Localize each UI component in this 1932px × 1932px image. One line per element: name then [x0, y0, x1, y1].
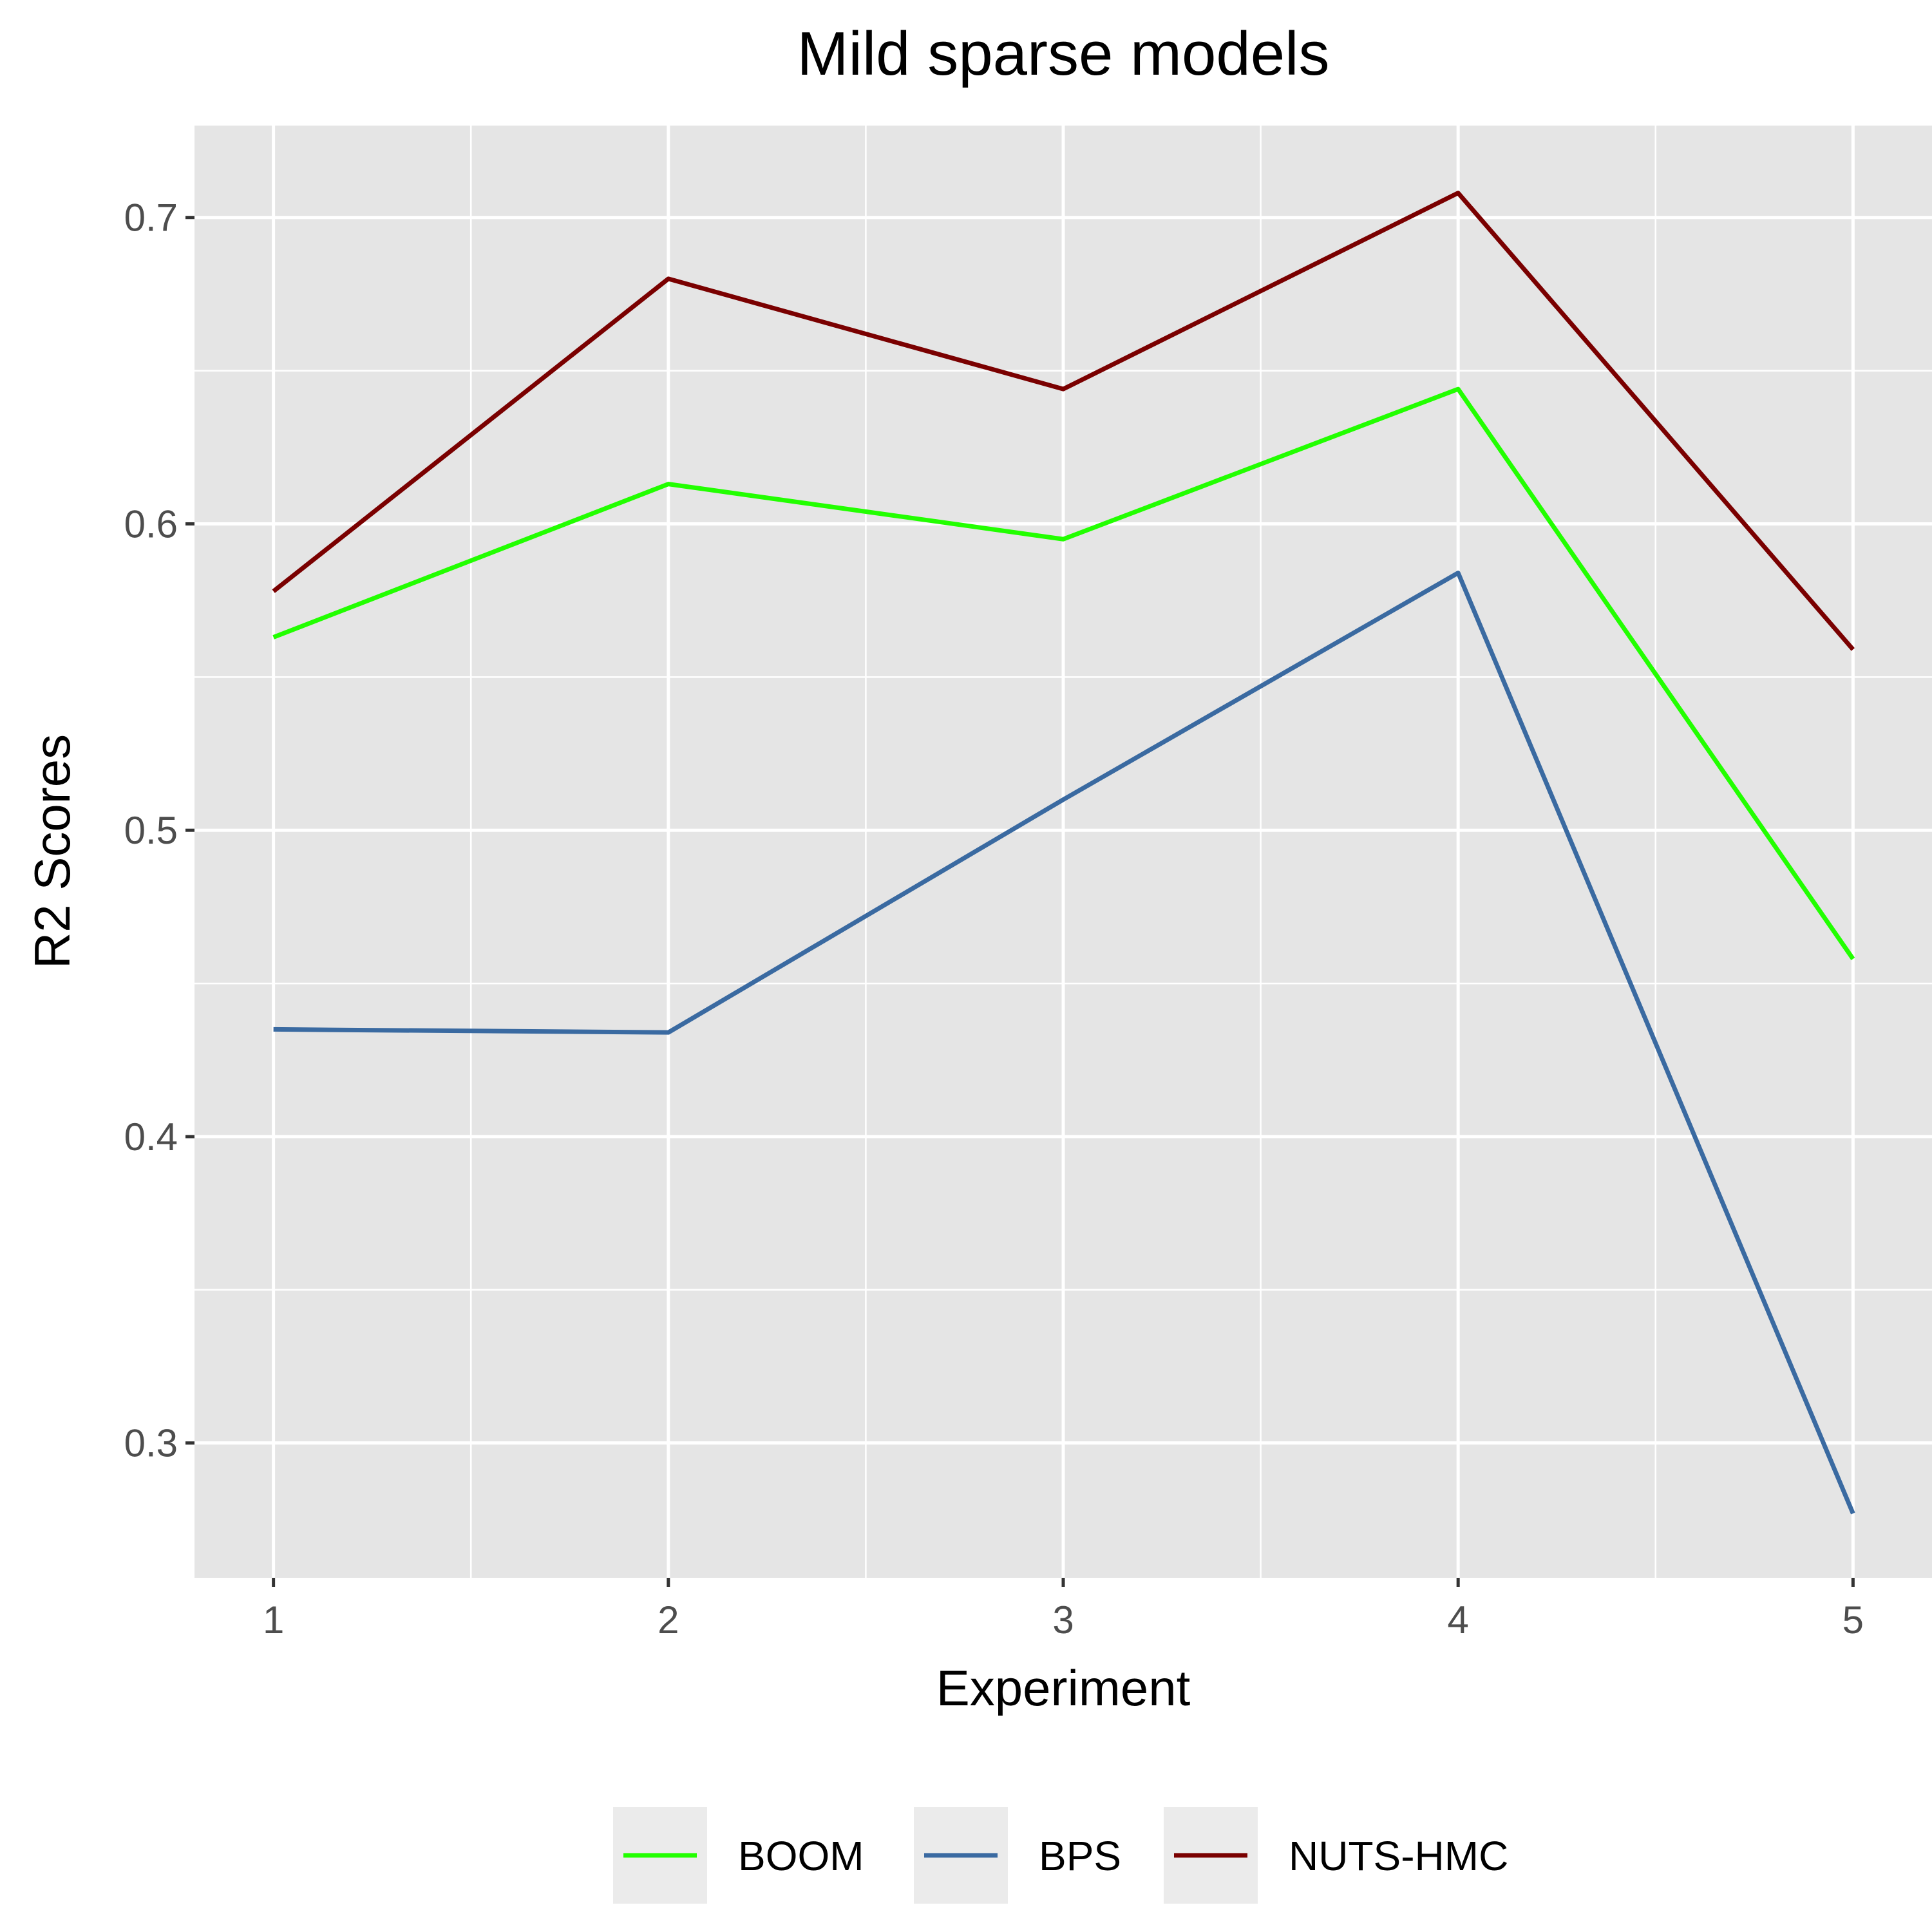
x-axis: 1 2 3 4 5 [263, 1578, 1864, 1642]
y-tick-label: 0.4 [124, 1115, 178, 1159]
y-tick-label: 0.3 [124, 1422, 178, 1465]
x-tick-label: 4 [1447, 1598, 1468, 1642]
major-gridlines [194, 126, 1932, 1578]
series-line-bps [273, 571, 1855, 1515]
legend-label: BOOM [738, 1833, 864, 1879]
y-tick-label: 0.5 [124, 809, 178, 852]
legend: BOOM BPS NUTS-HMC [613, 1807, 1508, 1904]
y-axis: 0.3 0.4 0.5 0.6 0.7 [124, 196, 194, 1465]
series-line-boom [272, 386, 1855, 961]
legend-label: NUTS-HMC [1289, 1833, 1508, 1879]
chart-title: Mild sparse models [797, 19, 1330, 88]
series-lines [272, 191, 1855, 1515]
x-tick-label: 1 [263, 1598, 284, 1642]
x-axis-title: Experiment [936, 1660, 1191, 1716]
x-tick-label: 2 [658, 1598, 679, 1642]
series-line-nuts-hmc [272, 191, 1855, 651]
y-axis-title: R2 Scores [24, 734, 80, 969]
y-tick-label: 0.7 [124, 196, 178, 240]
y-tick-label: 0.6 [124, 502, 178, 545]
legend-label: BPS [1039, 1833, 1121, 1879]
x-tick-label: 5 [1842, 1598, 1864, 1642]
x-tick-label: 3 [1052, 1598, 1074, 1642]
